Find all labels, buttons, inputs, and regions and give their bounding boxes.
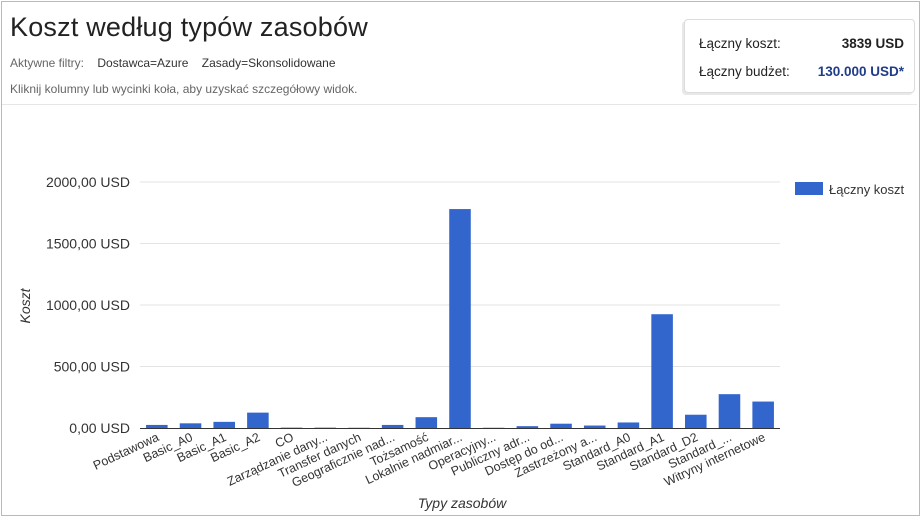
filter-policy[interactable]: Zasady=Skonsolidowane — [201, 56, 336, 70]
bar[interactable] — [752, 401, 774, 428]
bar[interactable] — [651, 314, 673, 428]
bar[interactable] — [381, 424, 404, 428]
bar[interactable] — [415, 417, 438, 428]
legend-swatch — [795, 182, 823, 195]
total-cost-label: Łączny koszt: — [699, 36, 781, 51]
total-cost-row: Łączny koszt: 3839 USD — [699, 36, 904, 51]
bar[interactable] — [213, 421, 235, 428]
summary-box: Łączny koszt: 3839 USD Łączny budżet: 13… — [684, 19, 915, 93]
y-axis-label: Koszt — [17, 287, 33, 323]
y-tick-label: 0,00 USD — [69, 420, 130, 436]
active-filters: Aktywne filtry: Dostawca=Azure Zasady=Sk… — [10, 56, 336, 70]
total-budget-value: 130.000 USD* — [817, 64, 904, 79]
legend-label: Łączny koszt — [829, 182, 905, 197]
bar[interactable] — [247, 412, 269, 428]
y-tick-label: 2000,00 USD — [46, 174, 130, 190]
bar[interactable] — [718, 394, 741, 428]
total-cost-value: 3839 USD — [841, 36, 904, 51]
bar[interactable] — [583, 425, 606, 428]
page-title: Koszt według typów zasobów — [10, 12, 368, 42]
bar[interactable] — [179, 423, 202, 428]
x-axis-label: Typy zasobów — [418, 495, 507, 511]
total-budget-label: Łączny budżet: — [699, 64, 790, 79]
bar[interactable] — [617, 422, 640, 428]
bar[interactable] — [449, 209, 471, 428]
legend[interactable]: Łączny koszt — [795, 182, 905, 197]
y-axis-ticks: 0,00 USD 500,00 USD 1000,00 USD 1500,00 USD… — [46, 174, 130, 436]
bar[interactable] — [314, 427, 337, 429]
y-tick-label: 1500,00 USD — [46, 236, 130, 252]
bar[interactable] — [685, 414, 707, 428]
bar[interactable] — [550, 423, 572, 428]
bar[interactable] — [146, 424, 168, 428]
filters-label: Aktywne filtry: — [10, 56, 85, 70]
filter-provider[interactable]: Dostawca=Azure — [97, 56, 189, 70]
y-tick-label: 1000,00 USD — [46, 297, 130, 313]
y-tick-label: 500,00 USD — [54, 359, 130, 375]
bars — [146, 209, 774, 429]
total-budget-row: Łączny budżet: 130.000 USD* — [699, 64, 904, 79]
header-divider — [2, 104, 917, 105]
drilldown-hint: Kliknij kolumny lub wycinki koła, aby uz… — [10, 82, 358, 96]
bar[interactable] — [280, 427, 303, 429]
bar[interactable] — [516, 426, 539, 428]
